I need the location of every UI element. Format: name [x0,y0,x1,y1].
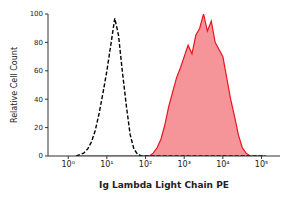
svg-text:100: 100 [30,10,43,18]
svg-text:10⁵: 10⁵ [255,160,268,169]
svg-text:10²: 10² [139,160,152,169]
svg-text:Relative Cell Count: Relative Cell Count [10,47,19,123]
svg-text:10¹: 10¹ [100,160,113,169]
svg-text:Ig Lambda Light Chain PE: Ig Lambda Light Chain PE [99,180,229,190]
svg-text:10⁰: 10⁰ [62,160,75,169]
svg-text:0: 0 [39,152,43,160]
svg-text:80: 80 [34,39,43,47]
svg-text:60: 60 [34,67,43,75]
svg-text:40: 40 [34,96,43,104]
svg-text:10⁴: 10⁴ [216,160,229,169]
svg-text:10³: 10³ [178,160,191,169]
svg-text:20: 20 [34,124,43,132]
